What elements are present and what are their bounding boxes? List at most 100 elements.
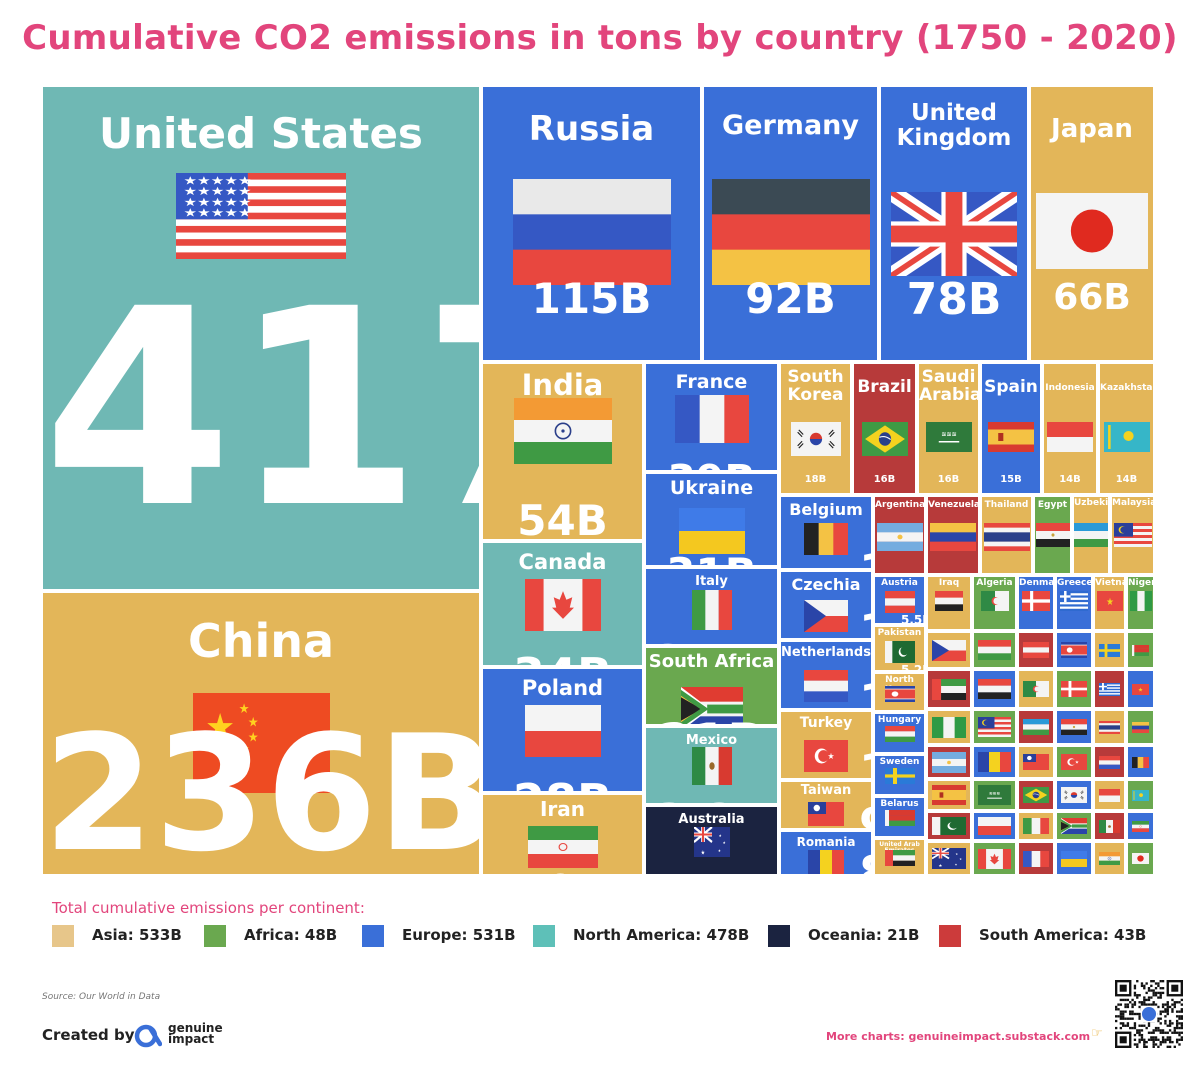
- country-name: Saudi Arabia: [919, 367, 980, 406]
- svg-text:★: ★: [205, 706, 235, 749]
- emission-value: 5.0B: [897, 792, 924, 794]
- emission-value: 9.1B: [859, 798, 871, 828]
- genuine-impact-logo-icon: [134, 1024, 162, 1048]
- mx-flag-icon: [692, 747, 732, 785]
- svg-text:★: ★: [211, 207, 225, 220]
- ar-flag-icon: [932, 752, 966, 773]
- svg-text:★: ★: [224, 197, 238, 210]
- country-name: Romania: [796, 835, 856, 849]
- by-flag-icon: [1132, 645, 1149, 656]
- svg-text:★: ★: [827, 751, 834, 761]
- legend-label: Oceania: 21B: [808, 926, 920, 944]
- country-name: Australia: [678, 812, 745, 827]
- country-name: Uzbekistan: [1074, 498, 1109, 508]
- treemap-cell-austria: Austria 5.5B: [873, 575, 926, 625]
- dk-flag-icon: [1022, 591, 1050, 611]
- svg-text:★: ★: [719, 834, 722, 838]
- country-name: Greece: [1057, 578, 1093, 588]
- kr-flag-icon: [791, 422, 841, 456]
- tw-flag-icon: [1023, 754, 1049, 770]
- svg-text:★: ★: [184, 197, 198, 210]
- kp-flag-icon: [885, 686, 915, 702]
- treemap-cell-greece: Greece4.1B: [1055, 575, 1093, 631]
- treemap-cell-small-country: [1093, 841, 1126, 876]
- treemap-cell-small-country: [926, 709, 972, 745]
- ro-flag-icon: [808, 850, 844, 874]
- kz-flag-icon: [1104, 422, 1150, 452]
- ua-flag-icon: [679, 508, 745, 554]
- th-flag-icon: [1099, 721, 1120, 734]
- treemap-cell-sweden: Sweden 5.0B: [873, 754, 926, 796]
- country-name: Thailand: [984, 500, 1029, 510]
- treemap-cell-small-country: ★: [1055, 745, 1093, 779]
- emission-value: 13B: [859, 544, 871, 568]
- country-name: France: [675, 371, 748, 393]
- svg-text:★: ★: [197, 207, 211, 220]
- brand-logo-link[interactable]: genuine impact: [134, 1020, 234, 1050]
- svg-text:★: ★: [197, 186, 211, 199]
- treemap-cell-small-country: [1093, 779, 1126, 811]
- treemap-cell-india: India 54B: [481, 362, 644, 541]
- country-name: South Africa: [648, 651, 775, 672]
- za-flag-icon: [681, 687, 743, 724]
- cz-flag-icon: [932, 640, 966, 661]
- svg-text:★: ★: [701, 850, 705, 857]
- treemap-cell-small-country: [1126, 841, 1155, 876]
- emission-value: 28B: [483, 774, 642, 791]
- sa-flag-icon: ≋≋≋: [926, 422, 972, 452]
- country-name: Nigeria: [1128, 578, 1155, 588]
- svg-text:★: ★: [723, 841, 726, 845]
- country-name: Sweden: [879, 757, 920, 767]
- svg-text:★: ★: [955, 863, 958, 867]
- eg-flag-icon: [1061, 719, 1087, 735]
- country-name: India: [521, 368, 604, 402]
- svg-text:★: ★: [955, 852, 958, 856]
- svg-text:★: ★: [197, 197, 211, 210]
- mx-flag-icon: [1099, 820, 1120, 833]
- treemap-cell-united-arab-emirates: United Arab Emirates4.7B: [873, 838, 926, 876]
- qr-code-icon[interactable]: [1115, 980, 1183, 1048]
- legend-swatch: [362, 925, 384, 947]
- treemap-cell-small-country: [926, 811, 972, 841]
- country-name: Canada: [518, 550, 607, 574]
- legend-label: Africa: 48B: [244, 926, 338, 944]
- treemap-cell-ukraine: Ukraine 31B: [644, 472, 779, 567]
- emission-value: 14B: [1059, 474, 1081, 485]
- ua-flag-icon: [1061, 851, 1087, 867]
- pk-flag-icon: [885, 641, 915, 663]
- country-name: Poland: [521, 676, 604, 700]
- legend-title: Total cumulative emissions per continent…: [52, 899, 365, 917]
- country-name: Italy: [695, 574, 728, 589]
- country-name: Malaysia: [1112, 498, 1155, 508]
- my-flag-icon: [978, 717, 1011, 737]
- jp-flag-icon: [1132, 853, 1149, 864]
- legend-swatch: [204, 925, 226, 947]
- pk-flag-icon: [932, 817, 966, 835]
- country-name: Mexico: [685, 733, 738, 748]
- treemap-cell-iran: Iran 19B: [481, 793, 644, 876]
- treemap-cell-small-country: [1093, 745, 1126, 779]
- svg-text:★: ★: [1138, 687, 1143, 694]
- kp-flag-icon: [1061, 642, 1087, 658]
- fr-flag-icon: [1023, 851, 1049, 867]
- vn-flag-icon: ★: [1097, 591, 1123, 611]
- kz-flag-icon: [1132, 790, 1149, 801]
- treemap-cell-pakistan: Pakistan 5.2B: [873, 625, 926, 672]
- svg-text:★: ★: [248, 715, 259, 731]
- treemap-cell-kazakhstan: Kazakhstan 14B: [1098, 362, 1155, 495]
- treemap-cell-china: China ★ ★ ★ ★ ★ 236B: [41, 591, 481, 876]
- svg-text:★: ★: [184, 175, 198, 188]
- more-charts-link[interactable]: More charts: genuineimpact.substack.com: [826, 1030, 1091, 1043]
- svg-text:★: ★: [224, 186, 238, 199]
- treemap-cell-small-country: [1093, 709, 1126, 745]
- dz-flag-icon: [1023, 681, 1049, 697]
- emission-value: 5.2B: [901, 663, 924, 672]
- emission-value: 25B: [646, 632, 777, 644]
- by-flag-icon: [885, 810, 915, 826]
- us-flag-icon: ★ ★ ★ ★ ★★ ★ ★ ★ ★★ ★ ★ ★ ★★ ★ ★ ★ ★: [176, 173, 346, 259]
- treemap-cell-belgium: Belgium 13B: [779, 495, 873, 570]
- tr-flag-icon: ★: [1061, 754, 1087, 770]
- be-flag-icon: [1132, 757, 1149, 768]
- hu-flag-icon: [978, 640, 1011, 660]
- treemap-cell-hungary: Hungary 5.0B: [873, 712, 926, 754]
